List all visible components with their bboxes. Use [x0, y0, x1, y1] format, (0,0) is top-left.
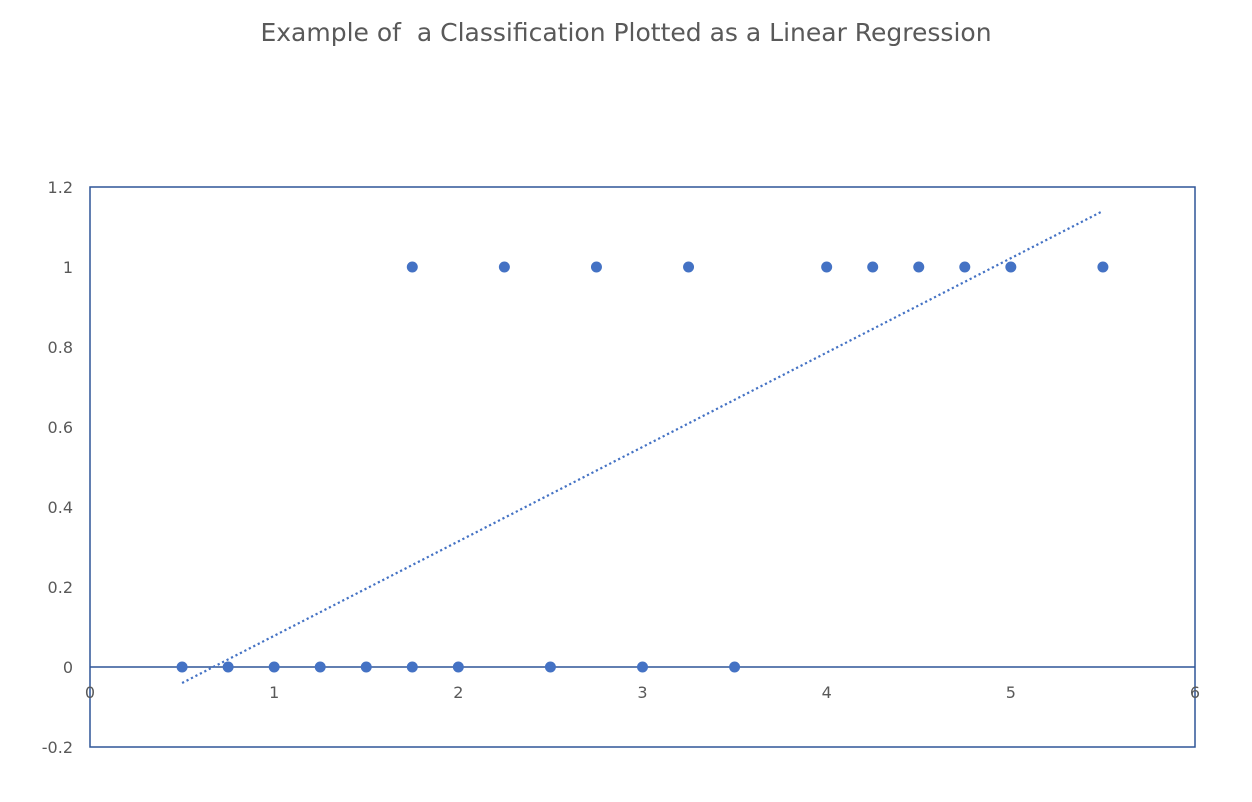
chart-title: Example of a Classification Plotted as a… — [260, 18, 992, 47]
y-tick-label: 0.8 — [48, 338, 73, 357]
x-tick-label: 1 — [269, 683, 279, 702]
data-point — [683, 261, 695, 273]
y-axis-tick-labels: -0.2 0 0.2 0.4 0.6 0.8 1 1.2 — [42, 178, 73, 757]
x-tick-label: 4 — [822, 683, 832, 702]
data-point — [637, 661, 648, 673]
data-point — [498, 261, 510, 273]
data-point — [544, 661, 556, 673]
x-tick-label: 2 — [453, 683, 463, 702]
data-point — [821, 261, 833, 273]
x-tick-label: 3 — [637, 683, 647, 702]
plot-area-frame — [89, 186, 1196, 748]
data-point — [1097, 261, 1109, 273]
data-point — [590, 261, 602, 273]
x-tick-label: 0 — [85, 683, 95, 702]
linear-trendline — [181, 210, 1104, 684]
data-point — [1005, 261, 1017, 273]
data-point — [729, 661, 741, 673]
data-point — [176, 661, 188, 673]
data-point — [314, 661, 326, 673]
data-point — [959, 261, 971, 273]
y-tick-label: 1 — [63, 258, 73, 277]
x-tick-label: 6 — [1190, 683, 1200, 702]
data-point — [406, 661, 418, 673]
data-point — [406, 261, 418, 273]
data-point — [268, 661, 280, 673]
data-point — [913, 261, 925, 273]
y-tick-label: 0.4 — [48, 498, 73, 517]
trendline — [181, 210, 1104, 684]
data-point — [867, 261, 879, 273]
data-point — [360, 661, 372, 673]
y-tick-label: -0.2 — [42, 738, 73, 757]
y-tick-label: 0.6 — [48, 418, 73, 437]
data-point — [452, 661, 464, 673]
y-tick-label: 1.2 — [48, 178, 73, 197]
y-tick-label: 0.2 — [48, 578, 73, 597]
x-axis-tick-labels: 0 1 2 3 4 5 6 — [85, 683, 1200, 702]
x-tick-label: 5 — [1006, 683, 1016, 702]
data-points — [176, 261, 1109, 673]
data-point — [222, 661, 234, 673]
y-tick-label: 0 — [63, 658, 73, 677]
